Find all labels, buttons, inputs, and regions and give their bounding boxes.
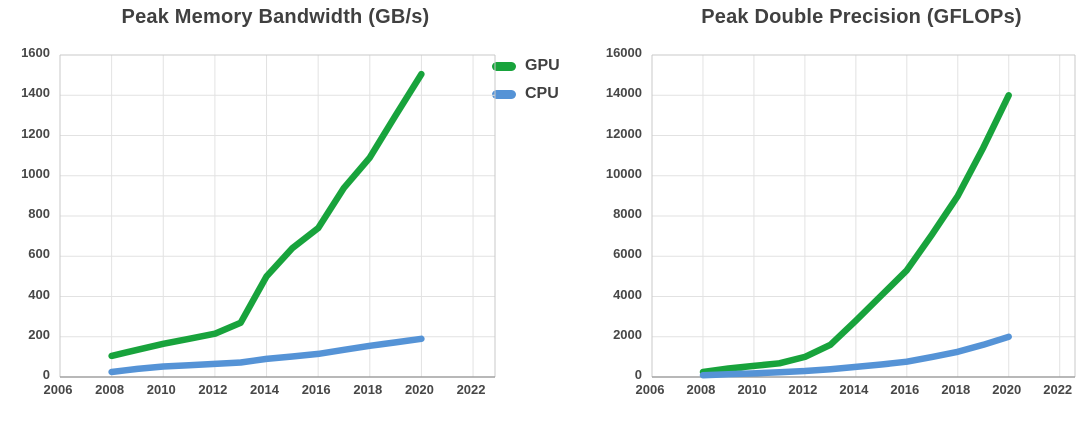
y-axis-tick-label: 8000	[613, 206, 642, 221]
x-axis-tick-label: 2008	[95, 382, 125, 397]
x-axis-tick-label: 2012	[788, 382, 818, 397]
gpu-series-line	[699, 92, 1012, 376]
y-axis-tick-label: 1000	[21, 165, 50, 181]
x-axis-tick-label: 2022	[456, 382, 486, 397]
y-axis-tick-label: 600	[28, 246, 50, 262]
x-axis-tick-label: 2014	[250, 382, 279, 397]
legend: GPU CPU	[492, 57, 560, 103]
cpu-legend-marker-icon	[492, 89, 516, 99]
legend-item-gpu: GPU	[492, 57, 560, 75]
y-axis-tick-label: 12000	[605, 125, 642, 141]
double-precision-chart-plot-area	[651, 54, 1076, 379]
y-axis-tick-label: 1200	[21, 125, 50, 141]
x-axis-tick-label: 2008	[686, 382, 716, 397]
gpu-series-line	[108, 70, 425, 360]
y-axis-tick-label: 800	[28, 206, 50, 221]
y-axis-tick-label: 10000	[605, 165, 642, 181]
y-axis-tick-label: 6000	[613, 246, 642, 262]
gpu-legend-label: GPU	[525, 57, 560, 74]
x-axis-tick-label: 2020	[404, 382, 434, 397]
y-axis-tick-label: 0	[42, 367, 50, 382]
gpu-legend-marker-icon	[492, 61, 516, 71]
x-axis-tick-label: 2020	[992, 382, 1022, 397]
x-axis-tick-label: 2006	[635, 382, 665, 397]
cpu-legend-label: CPU	[525, 85, 559, 102]
cpu-series-line	[108, 335, 425, 376]
y-axis-tick-label: 2000	[613, 326, 642, 342]
x-axis-tick-label: 2010	[146, 382, 176, 397]
y-axis-tick-label: 14000	[605, 85, 642, 101]
x-axis-tick-label: 2018	[353, 382, 383, 397]
x-axis-tick-label: 2018	[941, 382, 971, 397]
x-axis-tick-label: 2016	[890, 382, 920, 397]
memory-bandwidth-chart-plot-area	[59, 54, 496, 378]
x-axis-tick-label: 2022	[1043, 382, 1073, 397]
x-axis-tick-label: 2010	[737, 382, 767, 397]
y-axis-tick-label: 200	[28, 326, 50, 342]
y-axis-tick-label: 16000	[605, 45, 642, 60]
x-axis-tick-label: 2012	[198, 382, 228, 397]
cpu-series-line	[699, 333, 1012, 379]
legend-item-cpu: CPU	[492, 85, 560, 103]
memory-bandwidth-chart-title: Peak Memory Bandwidth (GB/s)	[121, 6, 430, 28]
double-precision-chart-title: Peak Double Precision (GFLOPs)	[701, 6, 1022, 28]
y-axis-tick-label: 0	[634, 367, 642, 382]
x-axis-tick-label: 2016	[301, 382, 331, 397]
x-axis-tick-label: 2006	[43, 382, 73, 397]
y-axis-tick-label: 1400	[21, 85, 50, 101]
y-axis-tick-label: 1600	[21, 45, 50, 60]
x-axis-tick-label: 2014	[839, 382, 869, 397]
y-axis-tick-label: 4000	[613, 286, 642, 302]
y-axis-tick-label: 400	[28, 286, 50, 302]
